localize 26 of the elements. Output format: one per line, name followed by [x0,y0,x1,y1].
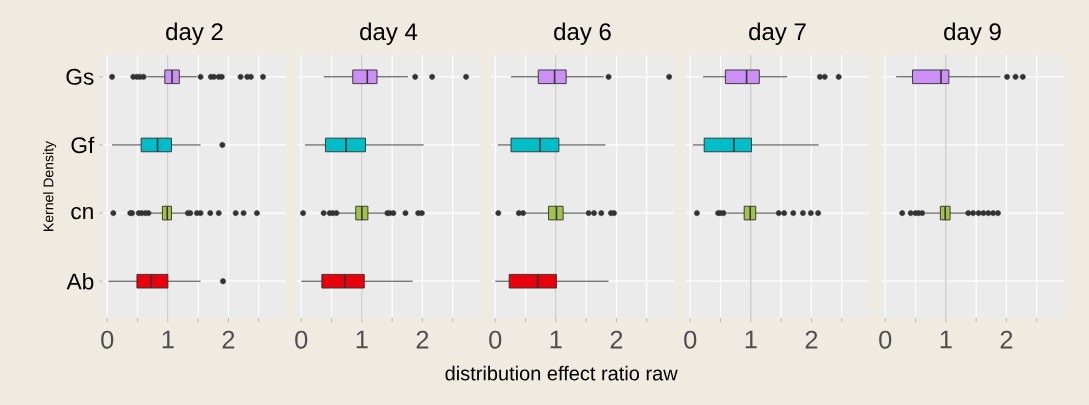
chart-title: day 9 [944,22,1001,45]
x-tick-label: 1 [356,330,368,349]
y-tick-label: Ab [66,272,94,290]
x-tick-label: 2 [1000,330,1013,349]
x-tick-label: 0 [879,330,892,349]
x-tick-label: 0 [295,330,308,349]
x-tick-label: 0 [101,330,114,349]
y-axis-title: Kernel Density [43,141,57,231]
chart-title: day 4 [360,22,418,45]
x-tick-label: 2 [416,330,429,349]
y-tick-label: cn [71,206,93,220]
x-tick-label: 0 [684,330,697,349]
chart-title: day 7 [749,22,806,45]
x-tick-label: 0 [489,330,502,349]
x-axis-title: distribution effect ratio raw [445,365,678,381]
x-tick-label: 1 [940,330,952,349]
x-tick-label: 1 [162,330,174,349]
x-tick-label: 1 [550,330,562,349]
x-tick-label: 2 [610,330,623,349]
x-tick-label: 2 [805,330,818,349]
chart-title: day 2 [166,22,223,45]
x-tick-label: 2 [222,330,235,349]
x-tick-label: 1 [745,330,757,349]
y-tick-label: Gs [66,68,94,85]
y-tick-label: Gf [71,136,95,154]
chart-title: day 6 [554,22,611,45]
